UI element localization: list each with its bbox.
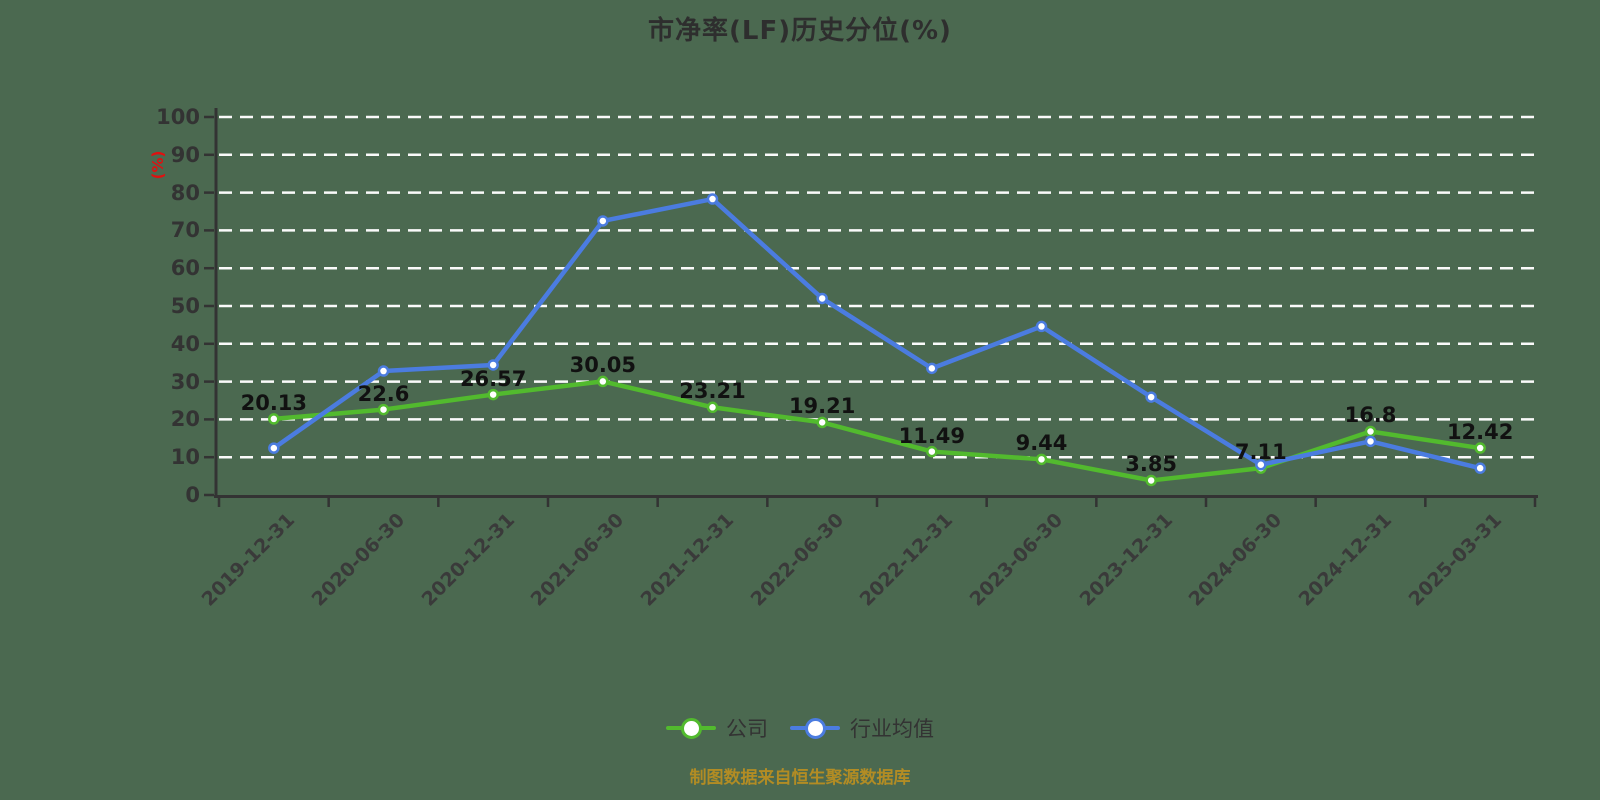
company-data-point[interactable] — [1364, 425, 1377, 438]
legend-item-company[interactable]: 公司 — [666, 713, 768, 743]
y-axis-label: 100 — [156, 105, 200, 129]
industry-data-point[interactable] — [706, 193, 719, 205]
y-axis-label: 20 — [170, 407, 200, 432]
data-source-note: 制图数据来自恒生聚源数据库 — [689, 768, 911, 788]
legend-circle-icon — [680, 717, 702, 739]
y-axis-label: 0 — [185, 483, 200, 507]
y-axis-label: 30 — [170, 369, 200, 394]
industry-series-line — [271, 196, 1483, 471]
y-axis-label: 10 — [170, 445, 200, 470]
company-series-line — [271, 379, 1483, 483]
company-data-point[interactable] — [706, 401, 719, 414]
industry-data-point[interactable] — [1035, 320, 1048, 333]
industry-data-point[interactable] — [1474, 462, 1486, 474]
data-point-label: 11.49 — [898, 423, 966, 448]
data-point-label: 16.8 — [1344, 403, 1397, 428]
industry-data-point[interactable] — [268, 442, 280, 454]
industry-data-point[interactable] — [1145, 391, 1157, 403]
company-data-point[interactable] — [487, 388, 499, 401]
legend: 公司 行业均值 — [0, 708, 1600, 748]
industry-data-point[interactable] — [597, 215, 609, 227]
company-data-point[interactable] — [377, 403, 390, 416]
y-axis-label: 50 — [170, 294, 200, 318]
legend-label-industry-average: 行业均值 — [850, 717, 934, 741]
y-axis-label: 40 — [170, 331, 200, 356]
company-data-point[interactable] — [1145, 474, 1157, 487]
y-axis-label: 80 — [170, 180, 200, 205]
data-point-label: 20.13 — [240, 390, 308, 415]
data-point-label: 22.6 — [357, 381, 410, 406]
data-point-label: 7.11 — [1234, 440, 1287, 465]
company-data-point[interactable] — [1474, 442, 1486, 454]
legend-item-industry-average[interactable]: 行业均值 — [790, 713, 934, 743]
y-axis-label: 60 — [170, 256, 200, 281]
y-axis-label: 70 — [170, 218, 200, 243]
industry-data-point[interactable] — [1255, 459, 1267, 471]
company-data-point[interactable] — [268, 413, 280, 425]
y-axis-label: 90 — [170, 142, 200, 167]
company-data-point[interactable] — [926, 445, 938, 458]
legend-label-company: 公司 — [726, 717, 768, 741]
industry-data-point[interactable] — [1364, 435, 1377, 448]
data-point-label: 12.42 — [1446, 420, 1514, 445]
data-point-label: 9.44 — [1015, 431, 1068, 456]
industry-data-point[interactable] — [487, 359, 499, 371]
industry-data-point[interactable] — [926, 362, 938, 375]
company-data-point[interactable] — [1035, 453, 1048, 466]
industry-data-point[interactable] — [377, 365, 390, 377]
data-point-label: 23.21 — [679, 379, 746, 404]
data-point-label: 3.85 — [1125, 452, 1178, 477]
company-data-point[interactable] — [816, 416, 828, 429]
data-point-label: 26.57 — [459, 366, 527, 391]
industry-line-marker-icon — [790, 716, 840, 740]
chart-title: 市净率(LF)历史分位(%) — [648, 16, 952, 46]
company-line-marker-icon — [666, 716, 716, 740]
legend-circle-icon — [804, 717, 826, 739]
company-data-point[interactable] — [597, 375, 609, 388]
data-point-label: 30.05 — [569, 353, 637, 378]
data-point-label: 19.21 — [788, 394, 856, 419]
industry-data-point[interactable] — [816, 292, 828, 305]
